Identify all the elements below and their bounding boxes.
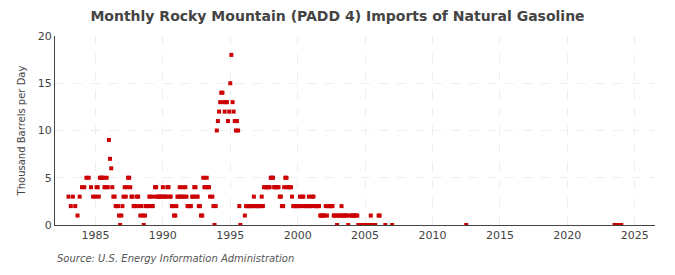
svg-text:2020: 2020 bbox=[553, 229, 581, 242]
svg-text:2005: 2005 bbox=[351, 229, 379, 242]
svg-text:Source: U.S. Energy Informatio: Source: U.S. Energy Information Administ… bbox=[57, 253, 294, 264]
svg-text:15: 15 bbox=[38, 77, 52, 90]
svg-text:1995: 1995 bbox=[216, 229, 244, 242]
svg-text:Monthly Rocky Mountain (PADD 4: Monthly Rocky Mountain (PADD 4) Imports … bbox=[90, 8, 584, 24]
svg-text:1990: 1990 bbox=[149, 229, 177, 242]
svg-text:5: 5 bbox=[45, 172, 52, 185]
svg-text:Thousand Barrels per Day: Thousand Barrels per Day bbox=[16, 66, 27, 197]
svg-text:2000: 2000 bbox=[284, 229, 312, 242]
svg-text:1985: 1985 bbox=[81, 229, 109, 242]
svg-text:10: 10 bbox=[38, 124, 52, 137]
svg-text:2015: 2015 bbox=[486, 229, 514, 242]
svg-text:0: 0 bbox=[45, 219, 52, 232]
svg-text:2025: 2025 bbox=[621, 229, 649, 242]
svg-text:20: 20 bbox=[38, 30, 52, 43]
svg-text:2010: 2010 bbox=[419, 229, 447, 242]
